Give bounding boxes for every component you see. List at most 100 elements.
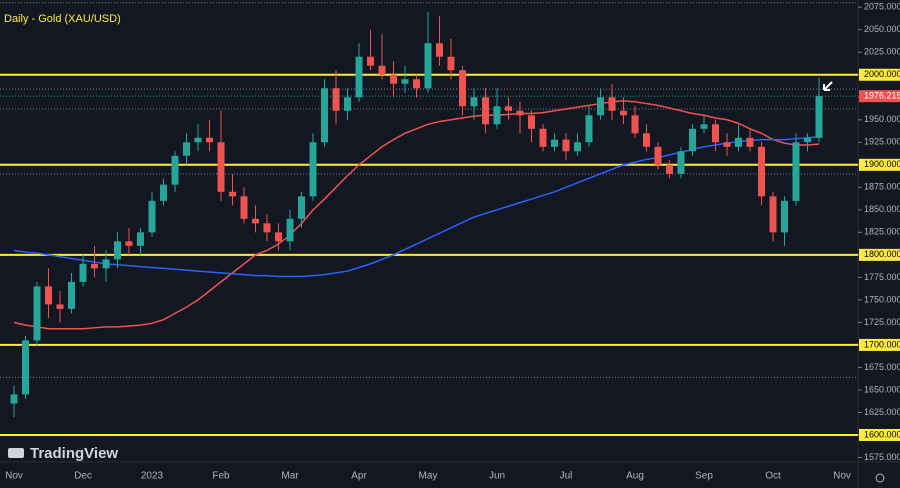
candle-body	[781, 200, 788, 233]
y-tick-label: 2025.000	[864, 47, 900, 57]
x-tick-label: Mar	[281, 471, 299, 482]
candle-body	[597, 97, 604, 116]
candle-body	[56, 304, 64, 309]
candle-body	[378, 65, 386, 75]
y-tick-label: 1925.000	[864, 137, 900, 147]
x-tick-label: May	[419, 471, 438, 482]
candle-body	[45, 286, 52, 305]
moving-average	[13, 100, 820, 330]
candle-body	[631, 115, 639, 134]
candle-body	[815, 96, 823, 138]
x-tick-label: Sep	[695, 471, 713, 482]
plot	[0, 2, 858, 436]
logo-text: TradingView	[30, 445, 118, 462]
candle-body	[79, 263, 87, 282]
level-label-box	[859, 68, 900, 81]
y-tick-label: 1850.000	[864, 204, 900, 214]
y-tick-label: 1900.000	[864, 159, 900, 169]
y-tick-label: 1700.000	[864, 339, 900, 349]
candle-body	[309, 142, 317, 197]
candle-body	[482, 97, 489, 125]
x-tick-label: Apr	[351, 471, 367, 482]
x-tick-label: Aug	[626, 471, 644, 482]
candle-body	[620, 110, 627, 116]
logo: TradingView	[8, 445, 118, 462]
x-tick-label: Dec	[74, 471, 92, 482]
candle-body	[275, 232, 282, 242]
candle-body	[194, 137, 202, 143]
candle-body	[355, 56, 363, 98]
y-tick-label: 1575.000	[864, 452, 900, 462]
candle-body	[746, 137, 754, 147]
logo-mark	[8, 448, 24, 458]
candle-body	[723, 142, 731, 147]
candle-body	[643, 133, 650, 147]
x-tick-label: Jun	[489, 471, 505, 482]
y-tick-label: 1825.000	[864, 227, 900, 237]
level-label-box	[859, 158, 900, 171]
candle-body	[792, 142, 800, 201]
y-tick-label: 1775.000	[864, 272, 900, 282]
y-tick-label: 1875.000	[864, 182, 900, 192]
candle-body	[102, 259, 110, 269]
level-label-box	[859, 428, 900, 441]
level-label-box	[859, 248, 900, 261]
candle-body	[321, 88, 328, 143]
candle-body	[332, 88, 340, 111]
y-tick-label: 1600.000	[864, 429, 900, 439]
y-tick-label: 1950.000	[864, 114, 900, 124]
candle-body	[459, 70, 466, 107]
candle-body	[206, 137, 213, 143]
candle-body	[689, 128, 696, 152]
chart-title: Daily - Gold (XAU/USD)	[4, 13, 121, 25]
candle-body	[217, 142, 225, 192]
candle-body	[22, 340, 29, 395]
y-tick-label: 1675.000	[864, 362, 900, 372]
settings-icon[interactable]	[875, 473, 885, 483]
candle-body	[654, 146, 662, 165]
candle-body	[769, 196, 777, 233]
candle-body	[240, 196, 248, 219]
candle-body	[298, 196, 305, 219]
x-tick-label: Jul	[560, 471, 573, 482]
candle-body	[10, 394, 18, 404]
candle-body	[447, 56, 455, 71]
x-tick-label: Nov	[833, 471, 851, 482]
candle-body	[367, 56, 374, 66]
candle-body	[551, 139, 558, 147]
candle-body	[493, 106, 501, 125]
candle-body	[148, 200, 156, 233]
candle-body	[528, 115, 535, 129]
candle-body	[804, 137, 811, 143]
x-tick-label: 2023	[141, 471, 164, 482]
candle-body	[114, 241, 121, 260]
candle-body	[735, 137, 742, 147]
candle-body	[413, 79, 420, 89]
candle-body	[33, 286, 41, 341]
candle-body	[585, 115, 593, 143]
y-tick-label: 2075.000	[864, 2, 900, 12]
x-tick-label: Nov	[5, 471, 23, 482]
candle-body	[516, 110, 524, 116]
candle-body	[137, 232, 144, 246]
y-tick-label: 1625.000	[864, 407, 900, 417]
candle-body	[401, 79, 409, 84]
candle-body	[712, 124, 719, 143]
candle-body	[758, 146, 765, 197]
candle-body	[562, 139, 570, 152]
arrow-annotation	[823, 81, 833, 91]
candle-body	[505, 106, 512, 111]
candle-body	[160, 184, 167, 201]
y-tick-label: 1650.000	[864, 384, 900, 394]
candle-body	[436, 43, 443, 57]
y-tick-label: 1800.000	[864, 249, 900, 259]
candle-body	[470, 97, 478, 107]
candle-body	[539, 128, 547, 147]
candle-body	[91, 263, 98, 269]
candle-body	[171, 155, 179, 185]
candle-body	[424, 43, 432, 89]
y-tick-label: 1750.000	[864, 294, 900, 304]
level-label-box	[859, 338, 900, 351]
